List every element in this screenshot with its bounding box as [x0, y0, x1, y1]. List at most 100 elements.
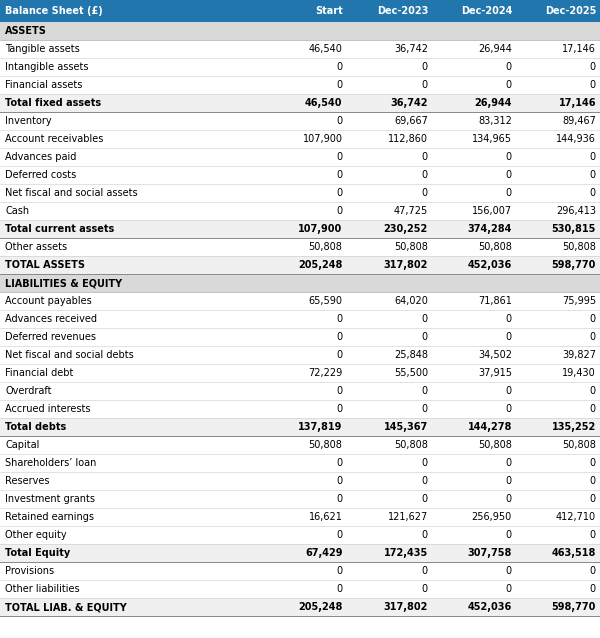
Text: 0: 0: [422, 170, 428, 180]
Text: 46,540: 46,540: [305, 98, 343, 108]
Text: 0: 0: [506, 458, 512, 468]
Text: Other assets: Other assets: [5, 242, 67, 252]
Text: 205,248: 205,248: [298, 602, 343, 612]
Text: 50,808: 50,808: [308, 440, 343, 450]
Text: 0: 0: [422, 566, 428, 576]
Bar: [0, 76, 600, 94]
Text: 0: 0: [506, 170, 512, 180]
Text: 598,770: 598,770: [551, 260, 596, 270]
Text: 0: 0: [422, 458, 428, 468]
Text: 0: 0: [506, 314, 512, 324]
Text: 50,808: 50,808: [562, 440, 596, 450]
Text: Financial debt: Financial debt: [5, 368, 73, 378]
Text: Total debts: Total debts: [5, 422, 66, 432]
Text: 0: 0: [422, 476, 428, 486]
Text: 230,252: 230,252: [384, 224, 428, 234]
Text: 83,312: 83,312: [478, 116, 512, 126]
Bar: [0, 526, 600, 544]
Text: Tangible assets: Tangible assets: [5, 44, 80, 54]
Text: 0: 0: [590, 458, 596, 468]
Text: 0: 0: [422, 494, 428, 504]
Text: 0: 0: [506, 476, 512, 486]
Bar: [0, 220, 600, 238]
Text: 0: 0: [337, 530, 343, 540]
Text: 0: 0: [337, 170, 343, 180]
Text: 71,861: 71,861: [478, 296, 512, 306]
Text: 452,036: 452,036: [468, 260, 512, 270]
Text: 317,802: 317,802: [383, 260, 428, 270]
Text: 317,802: 317,802: [383, 602, 428, 612]
Text: 0: 0: [337, 584, 343, 594]
Text: ASSETS: ASSETS: [5, 26, 47, 36]
Text: 0: 0: [422, 530, 428, 540]
Text: Other equity: Other equity: [5, 530, 67, 540]
Text: 0: 0: [422, 80, 428, 90]
Text: Provisions: Provisions: [5, 566, 54, 576]
Bar: [0, 238, 600, 256]
Text: 0: 0: [337, 458, 343, 468]
Bar: [0, 130, 600, 148]
Text: 26,944: 26,944: [475, 98, 512, 108]
Text: Deferred revenues: Deferred revenues: [5, 332, 96, 342]
Text: 0: 0: [337, 494, 343, 504]
Text: 47,725: 47,725: [394, 206, 428, 216]
Bar: [0, 292, 600, 310]
Text: Overdraft: Overdraft: [5, 386, 52, 396]
Bar: [0, 58, 600, 76]
Text: 112,860: 112,860: [388, 134, 428, 144]
Bar: [0, 328, 600, 346]
Text: 16,621: 16,621: [308, 512, 343, 522]
Bar: [0, 0, 600, 22]
Text: Inventory: Inventory: [5, 116, 52, 126]
Bar: [0, 274, 600, 292]
Text: 0: 0: [337, 80, 343, 90]
Bar: [0, 112, 600, 130]
Text: 0: 0: [422, 386, 428, 396]
Text: Total Equity: Total Equity: [5, 548, 70, 558]
Bar: [0, 508, 600, 526]
Text: 0: 0: [590, 314, 596, 324]
Bar: [0, 310, 600, 328]
Text: 0: 0: [337, 62, 343, 72]
Text: 25,848: 25,848: [394, 350, 428, 360]
Text: 134,965: 134,965: [472, 134, 512, 144]
Text: TOTAL ASSETS: TOTAL ASSETS: [5, 260, 85, 270]
Text: 0: 0: [590, 566, 596, 576]
Text: 0: 0: [337, 314, 343, 324]
Text: 65,590: 65,590: [308, 296, 343, 306]
Text: Account receivables: Account receivables: [5, 134, 103, 144]
Bar: [0, 580, 600, 598]
Text: 0: 0: [590, 494, 596, 504]
Text: 64,020: 64,020: [394, 296, 428, 306]
Text: 172,435: 172,435: [384, 548, 428, 558]
Text: 0: 0: [337, 152, 343, 162]
Text: 17,146: 17,146: [562, 44, 596, 54]
Bar: [0, 94, 600, 112]
Text: 0: 0: [422, 152, 428, 162]
Text: 0: 0: [590, 476, 596, 486]
Bar: [0, 364, 600, 382]
Text: Accrued interests: Accrued interests: [5, 404, 91, 414]
Bar: [0, 382, 600, 400]
Text: 0: 0: [590, 170, 596, 180]
Text: 144,936: 144,936: [556, 134, 596, 144]
Text: 0: 0: [337, 206, 343, 216]
Text: 50,808: 50,808: [478, 242, 512, 252]
Text: LIABILITIES & EQUITY: LIABILITIES & EQUITY: [5, 278, 122, 288]
Text: 19,430: 19,430: [562, 368, 596, 378]
Text: 0: 0: [337, 476, 343, 486]
Text: 463,518: 463,518: [551, 548, 596, 558]
Text: 26,944: 26,944: [478, 44, 512, 54]
Text: 144,278: 144,278: [467, 422, 512, 432]
Text: 0: 0: [506, 404, 512, 414]
Text: Start: Start: [315, 6, 343, 16]
Text: Investment grants: Investment grants: [5, 494, 95, 504]
Text: 296,413: 296,413: [556, 206, 596, 216]
Text: 374,284: 374,284: [467, 224, 512, 234]
Text: Dec-2024: Dec-2024: [461, 6, 512, 16]
Text: 39,827: 39,827: [562, 350, 596, 360]
Bar: [0, 400, 600, 418]
Text: Total current assets: Total current assets: [5, 224, 114, 234]
Text: 0: 0: [590, 584, 596, 594]
Bar: [0, 346, 600, 364]
